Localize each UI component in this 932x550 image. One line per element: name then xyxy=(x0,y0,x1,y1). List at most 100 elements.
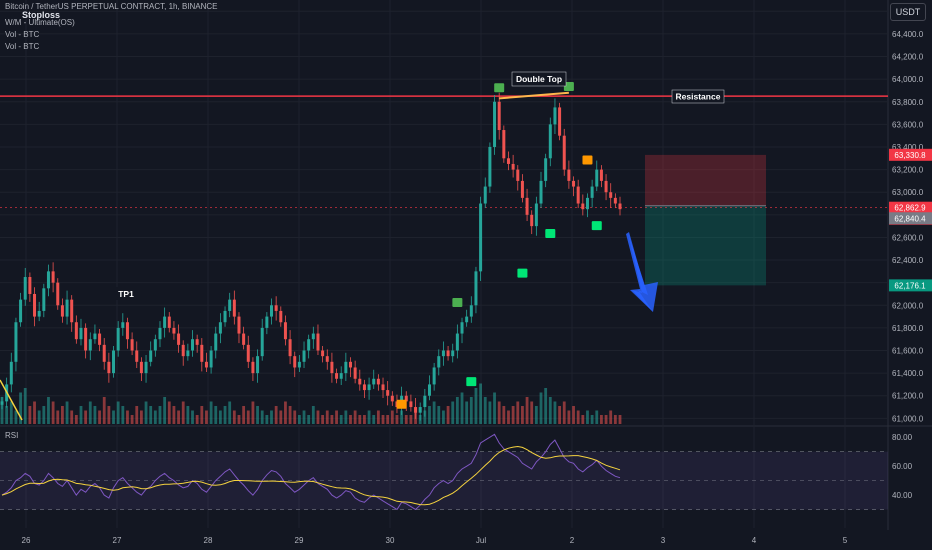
candle-body xyxy=(74,322,78,340)
tp1-label-box xyxy=(116,287,136,300)
candle-body xyxy=(177,333,181,345)
candle-body xyxy=(381,384,385,391)
volume-bar xyxy=(372,415,376,424)
volume-bar xyxy=(442,410,445,424)
rsi-ma-line xyxy=(1,445,621,506)
candle-body xyxy=(46,271,50,289)
candle-body xyxy=(530,214,534,227)
volume-bar xyxy=(544,388,548,424)
volume-bar xyxy=(349,415,352,424)
y-tick-label: 62,600.0 xyxy=(892,233,924,242)
candle-body xyxy=(242,333,246,345)
volume-bar xyxy=(409,415,413,424)
candle-body xyxy=(474,271,478,306)
x-tick-label: 28 xyxy=(204,536,213,545)
signal-marker xyxy=(517,268,528,278)
candle-body xyxy=(376,378,380,385)
candle-body xyxy=(386,390,390,396)
candle-body xyxy=(51,271,55,283)
rsi-tick-label: 80.00 xyxy=(892,433,913,442)
volume-bar xyxy=(502,406,506,424)
volume-bar xyxy=(479,383,483,424)
volume-bar xyxy=(167,401,171,424)
price-label-box xyxy=(889,212,932,225)
y-tick-label: 63,800.0 xyxy=(892,98,924,107)
volume-bar xyxy=(604,415,608,424)
y-tick-label: 64,200.0 xyxy=(892,53,924,62)
volume-bar xyxy=(297,415,301,424)
volume-bar xyxy=(376,410,380,424)
y-tick-label: 61,400.0 xyxy=(892,369,924,378)
candle-body xyxy=(506,158,510,164)
candle-body xyxy=(79,327,83,340)
volume-bar xyxy=(451,401,455,424)
volume-bar xyxy=(586,410,589,424)
volume-bar xyxy=(335,410,338,424)
signal-marker xyxy=(563,82,574,92)
candle-body xyxy=(604,180,608,193)
rsi-tick-label: 60.00 xyxy=(892,462,913,471)
currency-button[interactable]: USDT xyxy=(890,3,926,21)
volume-bar xyxy=(572,406,575,424)
candle-body xyxy=(618,203,622,210)
volume-bar xyxy=(558,406,561,424)
candle-body xyxy=(181,344,185,357)
candle-body xyxy=(107,361,111,374)
indicator-volume-2[interactable]: Vol - BTC xyxy=(5,42,40,51)
volume-bar xyxy=(0,397,4,424)
double-top-line xyxy=(499,91,569,100)
candle-body xyxy=(418,407,422,413)
volume-bar xyxy=(288,406,292,424)
take-profit-zone xyxy=(645,205,766,286)
volume-bar xyxy=(325,410,329,424)
x-tick-label: 30 xyxy=(386,536,395,545)
volume-bar xyxy=(363,415,366,424)
volume-bar xyxy=(311,406,315,424)
volume-bar xyxy=(521,406,524,424)
indicator-ultimate[interactable]: W/M - Ultimate(OS) xyxy=(5,18,75,27)
volume-bar xyxy=(23,388,27,424)
candle-body xyxy=(204,361,208,368)
price-label: 62,176.1 xyxy=(894,281,926,290)
price-label-box xyxy=(889,148,932,161)
y-tick-label: 63,200.0 xyxy=(892,166,924,175)
x-tick-label: 2 xyxy=(570,536,575,545)
candle-body xyxy=(572,180,576,187)
candle-body xyxy=(465,316,469,323)
x-tick-label: 5 xyxy=(843,536,848,545)
signal-marker xyxy=(452,298,463,308)
volume-bar xyxy=(618,415,622,424)
candle-body xyxy=(23,277,27,300)
down-arrow-body xyxy=(626,232,658,312)
y-tick-label: 62,000.0 xyxy=(892,301,924,310)
tp1-label: TP1 xyxy=(118,289,134,299)
volume-bar xyxy=(270,410,273,424)
volume-bar xyxy=(130,415,134,424)
x-tick-label: 3 xyxy=(661,536,666,545)
candle-body xyxy=(28,277,32,294)
candle-body xyxy=(125,322,129,340)
candle-body xyxy=(576,186,580,204)
candle-body xyxy=(539,180,543,204)
volume-bar xyxy=(84,410,88,424)
candle-body xyxy=(37,310,41,317)
y-tick-label: 63,400.0 xyxy=(892,143,924,152)
volume-bar xyxy=(316,410,320,424)
indicator-volume-1[interactable]: Vol - BTC xyxy=(5,30,40,39)
candle-body xyxy=(265,316,269,328)
rsi-tick-label: 40.00 xyxy=(892,491,913,500)
volume-bar xyxy=(511,406,515,424)
candle-body xyxy=(516,169,520,181)
price-label: 63,330.8 xyxy=(894,151,926,160)
volume-bar xyxy=(177,410,180,424)
candle-body xyxy=(427,384,431,396)
volume-bar xyxy=(42,406,46,424)
candle-body xyxy=(362,384,366,391)
volume-bar xyxy=(102,397,106,424)
volume-bar xyxy=(107,406,111,424)
resistance-label: Resistance xyxy=(676,92,721,102)
candle-body xyxy=(70,299,74,323)
candle-body xyxy=(455,333,459,351)
